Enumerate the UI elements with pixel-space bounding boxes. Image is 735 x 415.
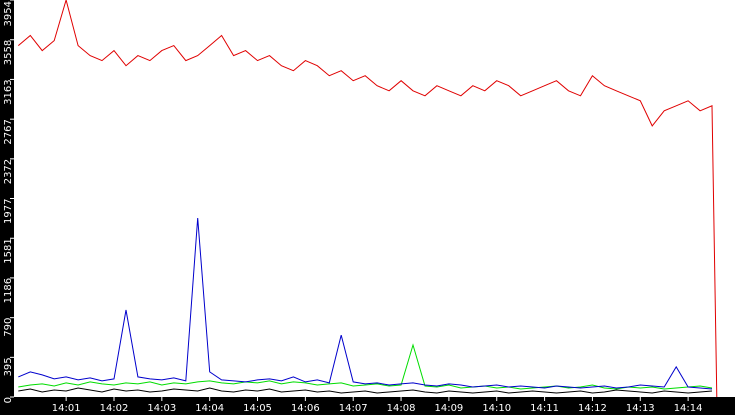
y-tick-label: 0 — [3, 397, 14, 403]
y-tick-label: 3954 — [3, 1, 14, 26]
y-tick-label: 2767 — [3, 119, 14, 144]
x-tick-label: 14:08 — [387, 403, 416, 414]
x-tick-label: 14:07 — [339, 403, 368, 414]
series-line — [18, 217, 713, 390]
x-tick-label: 14:13 — [626, 403, 655, 414]
x-tick-label: 14:11 — [530, 403, 559, 414]
x-axis-band — [0, 397, 735, 415]
x-tick-label: 14:01 — [52, 403, 81, 414]
x-tick-label: 14:10 — [482, 403, 511, 414]
y-tick-label: 1581 — [3, 238, 14, 263]
series-line — [18, 387, 713, 394]
series-line — [18, 343, 713, 390]
y-tick-label: 2372 — [3, 159, 14, 184]
y-tick-label: 1186 — [3, 278, 14, 303]
y-tick-label: 395 — [3, 357, 14, 376]
y-axis-band — [0, 0, 14, 415]
y-tick-label: 3558 — [3, 40, 14, 65]
x-tick-label: 14:05 — [243, 403, 272, 414]
y-tick-label: 790 — [3, 318, 14, 337]
x-tick-label: 14:12 — [578, 403, 607, 414]
y-tick-label: 3163 — [3, 79, 14, 104]
x-tick-label: 14:09 — [434, 403, 463, 414]
y-tick-label: 1977 — [3, 199, 14, 224]
series-line — [17, 0, 718, 398]
x-tick-label: 14:14 — [674, 403, 703, 414]
x-tick-label: 14:04 — [195, 403, 224, 414]
x-tick-label: 14:06 — [291, 403, 320, 414]
x-tick-label: 14:02 — [100, 403, 129, 414]
x-tick-label: 14:03 — [147, 403, 176, 414]
